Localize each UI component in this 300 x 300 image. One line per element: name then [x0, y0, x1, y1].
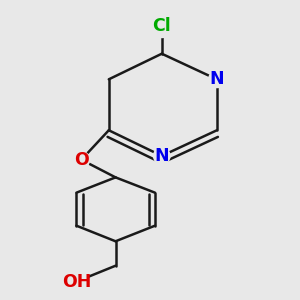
Text: N: N	[154, 147, 169, 165]
Text: Cl: Cl	[152, 17, 171, 35]
Circle shape	[65, 270, 88, 293]
Text: O: O	[74, 151, 89, 169]
Text: N: N	[209, 70, 224, 88]
Circle shape	[154, 148, 170, 164]
Circle shape	[73, 152, 90, 168]
Circle shape	[151, 15, 173, 38]
Text: OH: OH	[62, 273, 91, 291]
Circle shape	[208, 71, 225, 88]
